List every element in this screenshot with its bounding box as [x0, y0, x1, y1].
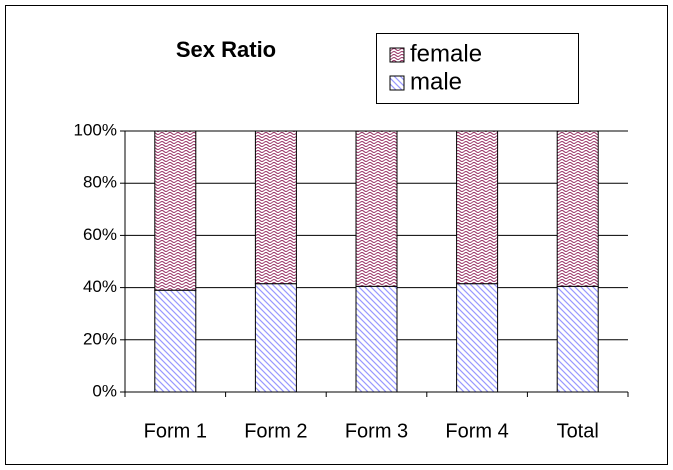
chart-title: Sex Ratio [176, 37, 276, 62]
bar [556, 130, 599, 287]
bar [254, 130, 297, 285]
x-tick-label: Form 3 [345, 420, 408, 442]
bar [154, 130, 197, 291]
y-tick-label: 40% [83, 277, 117, 296]
legend-swatch [389, 75, 405, 91]
y-tick-label: 80% [83, 173, 117, 192]
y-tick-label: 60% [83, 225, 117, 244]
legend-swatch [389, 47, 405, 63]
x-tick-label: Form 1 [144, 420, 207, 442]
bar [154, 289, 197, 393]
legend-box [376, 33, 579, 104]
x-tick-label: Form 2 [244, 420, 307, 442]
bar [254, 283, 297, 393]
x-tick-label: Total [557, 420, 599, 442]
legend-label: male [410, 68, 462, 95]
y-tick-label: 100% [74, 120, 117, 139]
y-tick-label: 0% [92, 381, 117, 400]
bar [355, 130, 398, 287]
y-tick-label: 20% [83, 329, 117, 348]
x-tick-label: Form 4 [445, 420, 508, 442]
legend-label: female [410, 40, 482, 67]
bar [355, 285, 398, 393]
bar [556, 285, 599, 393]
bar [456, 130, 499, 285]
bar [456, 283, 499, 393]
